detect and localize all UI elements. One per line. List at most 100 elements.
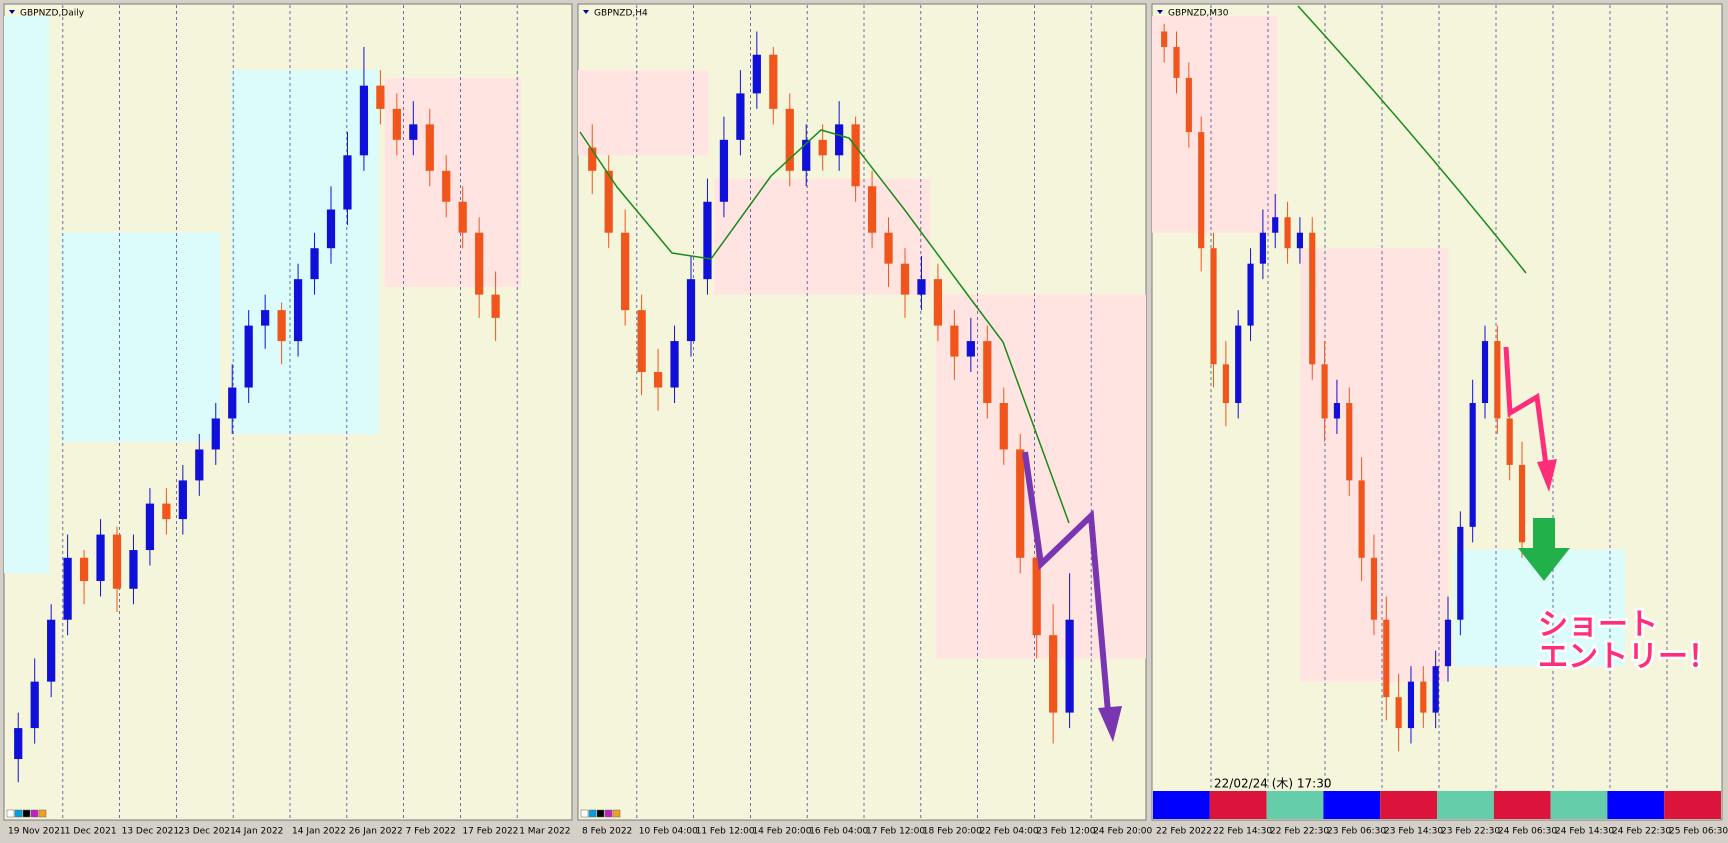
- candle-body: [703, 201, 712, 280]
- candle-body: [802, 139, 811, 171]
- candle-body: [1321, 364, 1328, 419]
- zone: [4, 16, 50, 574]
- candle-body: [588, 147, 597, 171]
- x-tick-label: 26 Jan 2022: [349, 827, 403, 837]
- candle-body: [79, 557, 89, 582]
- candle-body: [1065, 619, 1074, 713]
- candle-body: [917, 279, 926, 295]
- candle-body: [621, 232, 630, 311]
- x-tick-label: 17 Feb 2022: [462, 827, 518, 837]
- candle-body: [162, 503, 171, 520]
- candle-body: [884, 232, 893, 264]
- candle-body: [343, 155, 352, 210]
- candle-body: [736, 93, 745, 140]
- candle-body: [458, 201, 467, 233]
- status-bar-segment: [1153, 791, 1210, 819]
- x-tick-label: 1 Dec 2021: [65, 827, 117, 837]
- candle-body: [1259, 232, 1266, 264]
- x-tick-label: 22 Feb 2022: [1156, 827, 1212, 837]
- candle-body: [277, 310, 286, 342]
- x-tick-label: 18 Feb 20:00: [923, 827, 982, 837]
- candle-body: [1358, 480, 1365, 558]
- candle-body: [310, 248, 319, 280]
- candle-body: [966, 341, 975, 357]
- toolbar-icon: [22, 809, 31, 818]
- toolbar-icon: [596, 809, 605, 818]
- candle-body: [409, 124, 418, 140]
- toolbar-icon: [604, 809, 613, 818]
- x-tick-label: 7 Feb 2022: [406, 827, 456, 837]
- toolbar-icon: [6, 809, 15, 818]
- candle-body: [1049, 635, 1058, 713]
- x-tick-label: 22 Feb 14:30: [1213, 827, 1272, 837]
- toolbar-icon: [38, 809, 47, 818]
- x-tick-label: 24 Feb 22:30: [1612, 827, 1671, 837]
- menu-icon: [9, 10, 15, 14]
- candle-body: [1173, 46, 1180, 78]
- candle-body: [1481, 341, 1489, 403]
- candle-body: [211, 418, 220, 450]
- candle-body: [1198, 132, 1205, 249]
- candle-body: [933, 279, 943, 326]
- x-tick-label: 23 Feb 12:00: [1036, 827, 1095, 837]
- x-tick-label: 23 Feb 06:30: [1327, 827, 1386, 837]
- toolbar-icon: [30, 809, 39, 818]
- toolbar-icon: [14, 809, 23, 818]
- candle-body: [1210, 248, 1217, 365]
- chart-title: GBPNZD,H4: [594, 9, 648, 19]
- candle-body: [900, 263, 910, 295]
- candle-body: [653, 372, 663, 388]
- candle-body: [818, 139, 827, 156]
- x-tick-label: 25 Feb 06:30: [1669, 827, 1728, 837]
- menu-icon: [583, 10, 589, 14]
- x-tick-label: 10 Feb 04:00: [639, 827, 698, 837]
- candle-body: [1284, 217, 1291, 249]
- status-bar-segment: [1550, 791, 1608, 819]
- candle-body: [244, 325, 253, 388]
- x-tick-label: 17 Feb 12:00: [866, 827, 925, 837]
- candle-body: [1185, 77, 1192, 133]
- candle-body: [63, 557, 72, 620]
- candle-body: [1296, 232, 1303, 249]
- candle-body: [376, 85, 385, 109]
- moving-average: [579, 129, 1070, 524]
- annotation: ショート: [1538, 608, 1658, 643]
- toolbar-icon: [580, 809, 589, 818]
- zone: [714, 178, 931, 295]
- candle-body: [1469, 403, 1476, 527]
- candle-body: [1222, 364, 1229, 403]
- status-bar-segment: [1607, 791, 1665, 819]
- chart-title: GBPNZD,Daily: [20, 9, 85, 19]
- candle-body: [1346, 403, 1353, 481]
- candle-body: [475, 232, 484, 295]
- candle-body: [769, 54, 778, 109]
- candle-body: [1370, 557, 1378, 620]
- candle-body: [1444, 619, 1452, 667]
- candle-body: [604, 170, 613, 233]
- candle-body: [491, 294, 500, 318]
- x-tick-label: 13 Dec 2021: [122, 827, 180, 837]
- candle-body: [670, 341, 679, 388]
- candle-body: [228, 387, 237, 419]
- candle-body: [96, 534, 105, 582]
- status-bar-segment: [1380, 791, 1437, 819]
- arrowhead: [1537, 459, 1557, 492]
- candle-body: [326, 209, 336, 249]
- candle-body: [835, 124, 844, 156]
- zone: [578, 70, 709, 156]
- status-bar-segment: [1437, 791, 1494, 819]
- arrowhead: [1098, 706, 1122, 742]
- zone: [1152, 16, 1278, 233]
- candle-body: [1032, 557, 1041, 636]
- zone: [384, 77, 521, 287]
- toolbar-icon: [588, 809, 597, 818]
- candle-body: [1506, 418, 1513, 465]
- x-tick-label: 23 Feb 14:30: [1384, 827, 1443, 837]
- candle-body: [983, 341, 992, 403]
- candle-body: [785, 108, 794, 171]
- toolbar-icon: [612, 809, 621, 818]
- x-tick-label: 16 Feb 04:00: [809, 827, 868, 837]
- candle-body: [293, 279, 303, 342]
- x-tick-label: 8 Feb 2022: [582, 827, 632, 837]
